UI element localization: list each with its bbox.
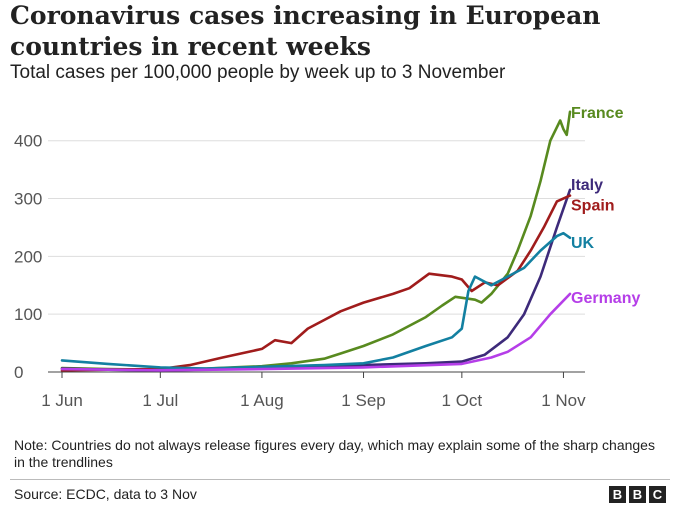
bbc-logo-letter: B [609,486,626,503]
footer-divider [10,479,670,480]
x-tick-label: 1 Jul [142,391,178,410]
chart-subtitle: Total cases per 100,000 people by week u… [10,62,506,83]
y-tick-label: 200 [14,247,42,266]
x-tick-label: 1 Aug [240,391,284,410]
bbc-logo-letter: C [649,486,666,503]
x-tick-label: 1 Sep [341,391,385,410]
series-labels: France Italy Spain UK Germany [571,105,640,307]
bbc-logo-letter: B [629,486,646,503]
y-tick-label: 300 [14,190,42,209]
chart-note: Note: Countries do not always release fi… [14,437,655,470]
chart-title: Coronavirus cases increasing in European… [10,1,601,61]
x-axis-ticks: 1 Jun 1 Jul 1 Aug 1 Sep 1 Oct 1 Nov [41,372,586,410]
series-label-france: France [571,105,624,122]
y-axis-ticks: 0 100 200 300 400 [14,132,42,382]
series-line-uk [60,231,572,370]
series-label-spain: Spain [571,197,615,214]
x-tick-label: 1 Jun [41,391,83,410]
y-tick-label: 400 [14,132,42,151]
series-line-italy [60,188,572,372]
grid-lines [48,140,585,373]
series-label-italy: Italy [571,177,603,194]
series-lines [60,110,572,372]
bbc-logo: B B C [609,486,666,503]
series-label-germany: Germany [571,290,640,307]
x-tick-label: 1 Oct [442,391,483,410]
y-tick-label: 100 [14,305,42,324]
x-tick-label: 1 Nov [541,391,586,410]
y-tick-label: 0 [14,363,23,382]
series-line-france [60,110,572,371]
series-label-uk: UK [571,235,595,252]
source-text: Source: ECDC, data to 3 Nov [14,486,197,502]
series-line-germany [60,292,572,372]
